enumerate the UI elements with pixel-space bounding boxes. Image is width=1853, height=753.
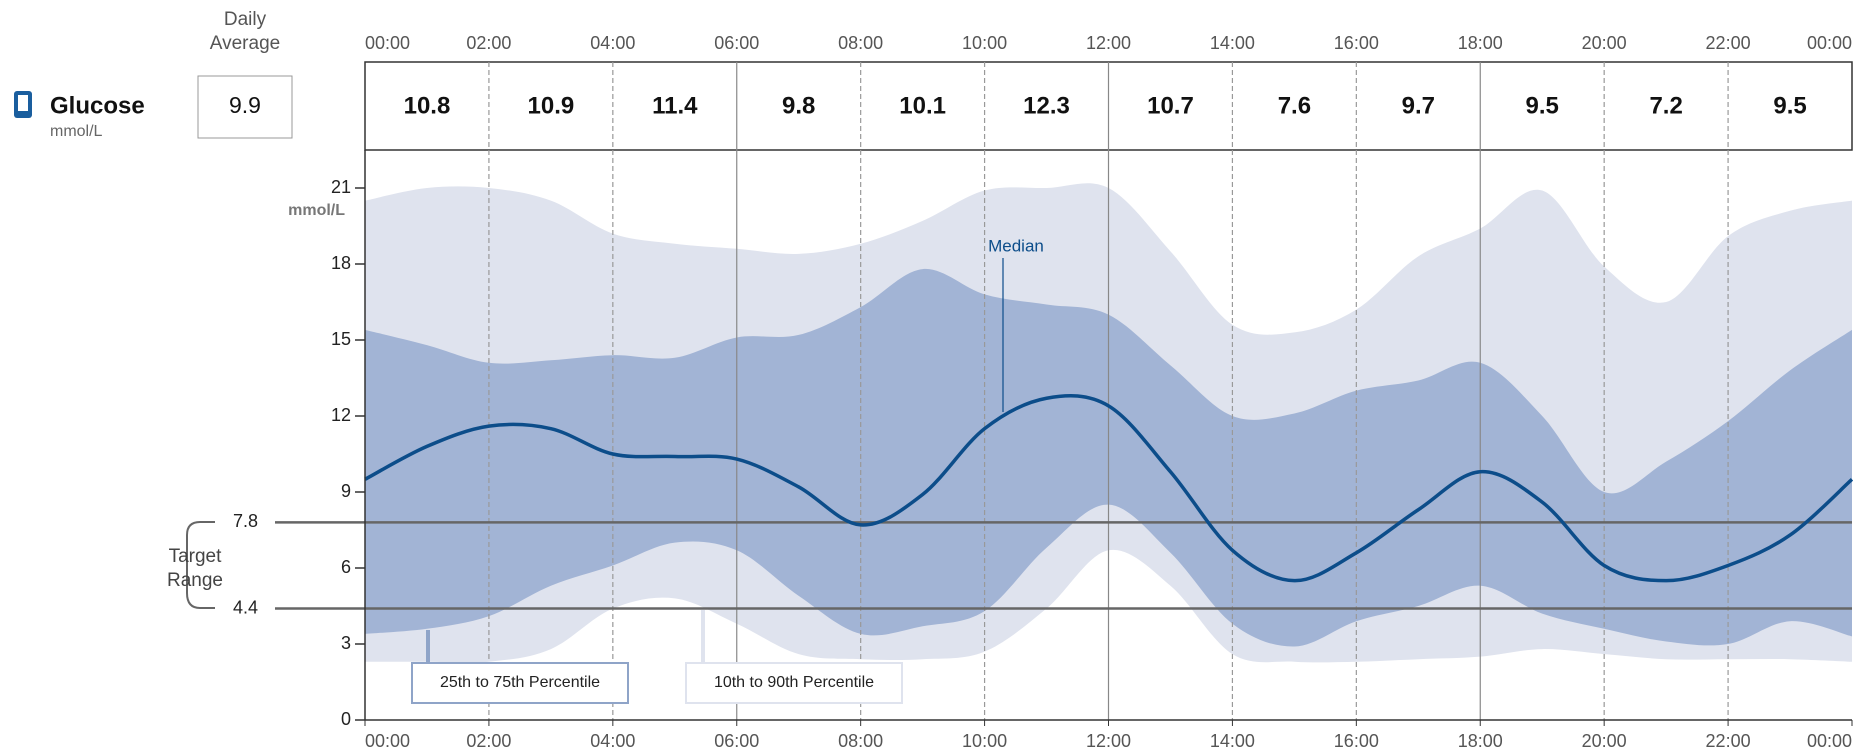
x-tick-label-top: 12:00 [1086,33,1131,53]
interval-average: 7.6 [1278,92,1311,119]
x-tick-label-top: 00:00 [365,33,410,53]
target-value: 7.8 [233,511,258,531]
interval-average: 10.7 [1147,92,1194,119]
y-tick-label: 18 [331,253,351,273]
x-tick-label: 20:00 [1582,731,1627,751]
legend-label: 10th to 90th Percentile [714,674,874,691]
interval-average: 9.5 [1773,92,1806,119]
median-line [364,394,1853,583]
y-tick-label: 0 [341,709,351,729]
x-tick-label-top: 20:00 [1582,33,1627,53]
x-tick-label: 14:00 [1210,731,1255,751]
y-tick-label: 15 [331,329,351,349]
legend-label: 25th to 75th Percentile [440,674,600,691]
target-range-label: Target Range [167,546,223,591]
x-tick-label-top: 02:00 [466,33,511,53]
y-tick-label: 21 [331,177,351,197]
x-tick-label-top: 14:00 [1210,33,1255,53]
interval-average: 10.9 [528,92,575,119]
y-tick-label: 9 [341,481,351,501]
interval-average: 7.2 [1649,92,1682,119]
x-tick-label-top: 06:00 [714,33,759,53]
average-box [197,75,293,139]
interval-average: 9.8 [782,92,815,119]
x-tick-label: 16:00 [1334,731,1379,751]
interval-average: 10.1 [899,92,946,119]
x-tick-label-top: 04:00 [590,33,635,53]
y-tick-label: 6 [341,557,351,577]
x-tick-label-top: 08:00 [838,33,883,53]
x-tick-label: 18:00 [1458,731,1503,751]
daily-average: 9.9 [229,92,261,118]
y-tick-label: 12 [331,405,351,425]
x-tick-label: 12:00 [1086,731,1131,751]
median-label: Median [988,236,1044,255]
interval-average: 12.3 [1023,92,1070,119]
x-tick-label-top: 18:00 [1458,33,1503,53]
x-tick-label: 04:00 [590,731,635,751]
daily-average-label: Daily Average [209,9,281,54]
target-value: 4.4 [233,597,258,617]
legend-box [685,662,903,704]
y-axis-unit: mmol/L [288,202,345,219]
x-tick-label: 22:00 [1706,731,1751,751]
x-tick-label-top: 00:00 [1807,33,1852,53]
interval-average: 9.5 [1526,92,1559,119]
x-tick-label: 00:00 [1807,731,1852,751]
target-bracket [186,521,215,609]
legend-box [411,662,629,704]
device-screen [18,95,28,111]
y-tick-label: 3 [341,633,351,653]
x-tick-label: 02:00 [466,731,511,751]
x-tick-label: 08:00 [838,731,883,751]
x-tick-label-top: 22:00 [1706,33,1751,53]
x-tick-label-top: 16:00 [1334,33,1379,53]
x-tick-label: 06:00 [714,731,759,751]
x-tick-label: 10:00 [962,731,1007,751]
interval-average: 11.4 [652,92,698,119]
interval-average: 9.7 [1402,92,1435,119]
x-tick-label-top: 10:00 [962,33,1007,53]
x-tick-label: 00:00 [365,731,410,751]
metric-label: Glucose [50,92,145,119]
metric-unit: mmol/L [50,123,103,140]
interval-average: 10.8 [404,92,451,119]
